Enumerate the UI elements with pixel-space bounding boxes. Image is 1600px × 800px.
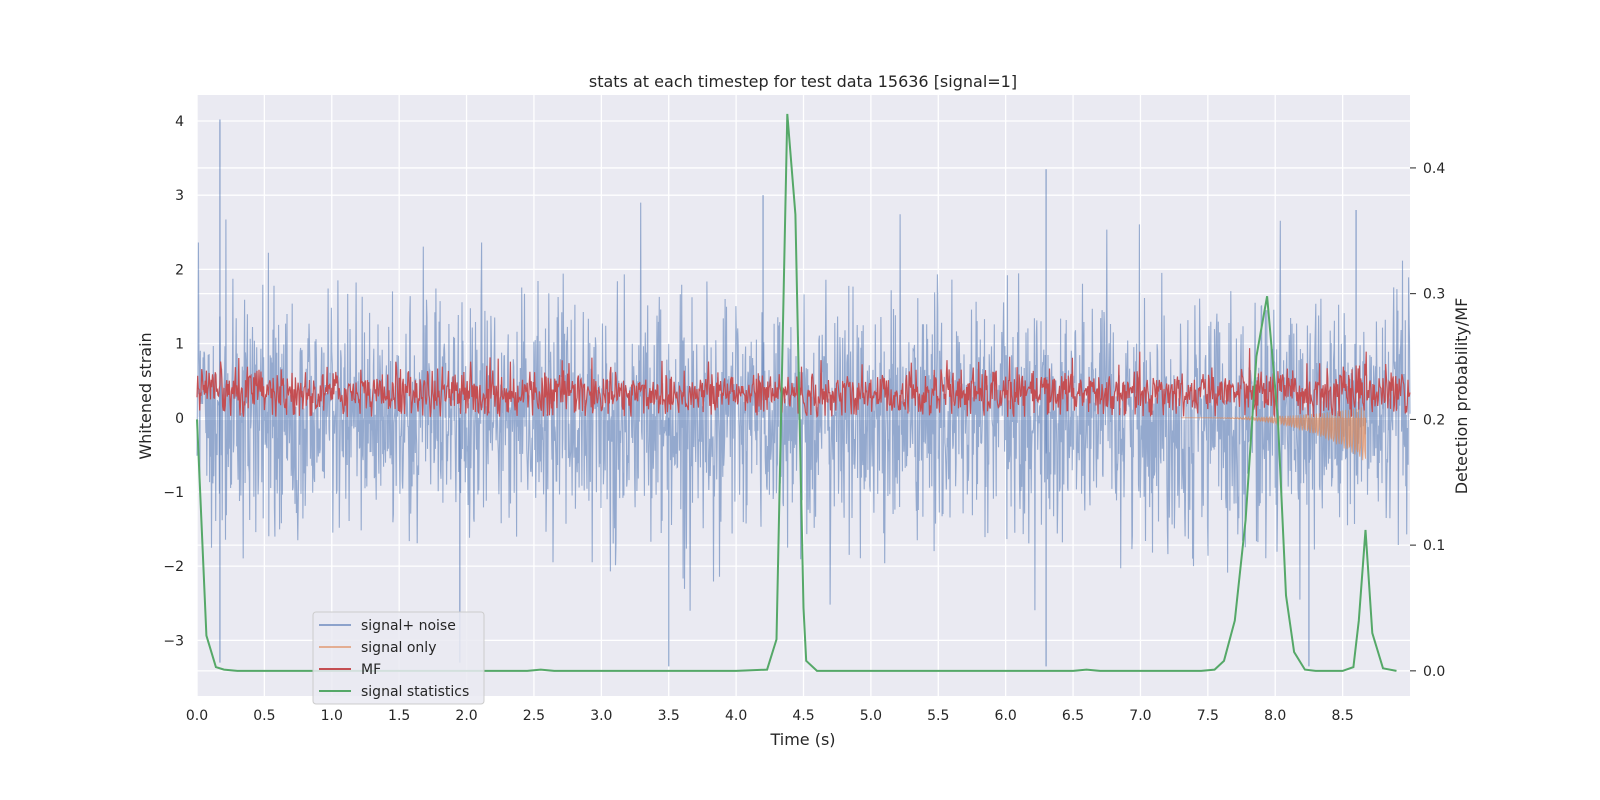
x-tick-label-11: 5.5 bbox=[927, 708, 949, 724]
y2-tick-label-2: 0.2 bbox=[1423, 412, 1445, 428]
y-tick-label-7: 4 bbox=[175, 114, 184, 130]
y2-tick-label-3: 0.3 bbox=[1423, 287, 1445, 303]
series-signal-only bbox=[1180, 407, 1366, 461]
x-tick-label-12: 6.0 bbox=[995, 708, 1017, 724]
x-tick-label-7: 3.5 bbox=[658, 708, 680, 724]
x-tick-label-9: 4.5 bbox=[792, 708, 814, 724]
y-axis-label: Whitened strain bbox=[136, 332, 155, 459]
y2-tick-label-0: 0.0 bbox=[1423, 664, 1445, 680]
y-tick-label-6: 3 bbox=[175, 188, 184, 204]
series-signal-statistics-line bbox=[196, 113, 1397, 672]
y-axis-right: 0.0 0.1 0.2 0.3 0.4 bbox=[1410, 161, 1445, 680]
x-tick-label-1: 0.5 bbox=[253, 708, 275, 724]
legend: signal+ noise signal only MF signal stat… bbox=[312, 611, 485, 705]
chart-title: stats at each timestep for test data 156… bbox=[589, 72, 1017, 91]
x-tick-label-6: 3.0 bbox=[590, 708, 612, 724]
x-tick-label-10: 5.0 bbox=[860, 708, 882, 724]
y-tick-label-5: 2 bbox=[175, 262, 184, 278]
y2-tick-label-1: 0.1 bbox=[1423, 538, 1445, 554]
y-tick-label-3: 0 bbox=[175, 411, 184, 427]
legend-label-signal-statistics: signal statistics bbox=[361, 684, 469, 700]
x-tick-label-3: 1.5 bbox=[388, 708, 410, 724]
y-tick-label-1: −2 bbox=[163, 559, 184, 575]
y-tick-label-0: −3 bbox=[163, 633, 184, 649]
x-tick-label-14: 7.0 bbox=[1129, 708, 1151, 724]
x-tick-label-8: 4.0 bbox=[725, 708, 747, 724]
y2-axis-label: Detection probability/MF bbox=[1452, 298, 1471, 495]
series-signal-only-line bbox=[1180, 407, 1366, 461]
legend-box bbox=[312, 611, 485, 705]
legend-label-signal-only: signal only bbox=[361, 640, 436, 656]
x-tick-label-17: 8.5 bbox=[1331, 708, 1353, 724]
x-tick-label-5: 2.5 bbox=[523, 708, 545, 724]
x-tick-label-2: 1.0 bbox=[321, 708, 343, 724]
x-tick-label-13: 6.5 bbox=[1062, 708, 1084, 724]
x-axis: 0.0 0.5 1.0 1.5 2.0 2.5 3.0 3.5 4.0 4.5 5.0 5.5 6.0 6… bbox=[186, 708, 1354, 724]
legend-label-mf: MF bbox=[361, 662, 381, 678]
x-tick-label-0: 0.0 bbox=[186, 708, 208, 724]
y-tick-label-2: −1 bbox=[163, 485, 184, 501]
legend-label-signal-noise: signal+ noise bbox=[361, 618, 456, 634]
y2-tick-label-4: 0.4 bbox=[1423, 161, 1445, 177]
series-mf-line bbox=[196, 348, 1411, 418]
y-axis-left: −3 −2 −1 0 1 2 3 4 bbox=[163, 114, 184, 649]
x-tick-label-4: 2.0 bbox=[455, 708, 477, 724]
x-tick-label-15: 7.5 bbox=[1197, 708, 1219, 724]
x-axis-label: Time (s) bbox=[769, 730, 835, 749]
y-tick-label-4: 1 bbox=[175, 337, 184, 353]
x-tick-label-16: 8.0 bbox=[1264, 708, 1286, 724]
series-signal-statistics bbox=[196, 113, 1397, 672]
series-mf bbox=[196, 348, 1411, 418]
